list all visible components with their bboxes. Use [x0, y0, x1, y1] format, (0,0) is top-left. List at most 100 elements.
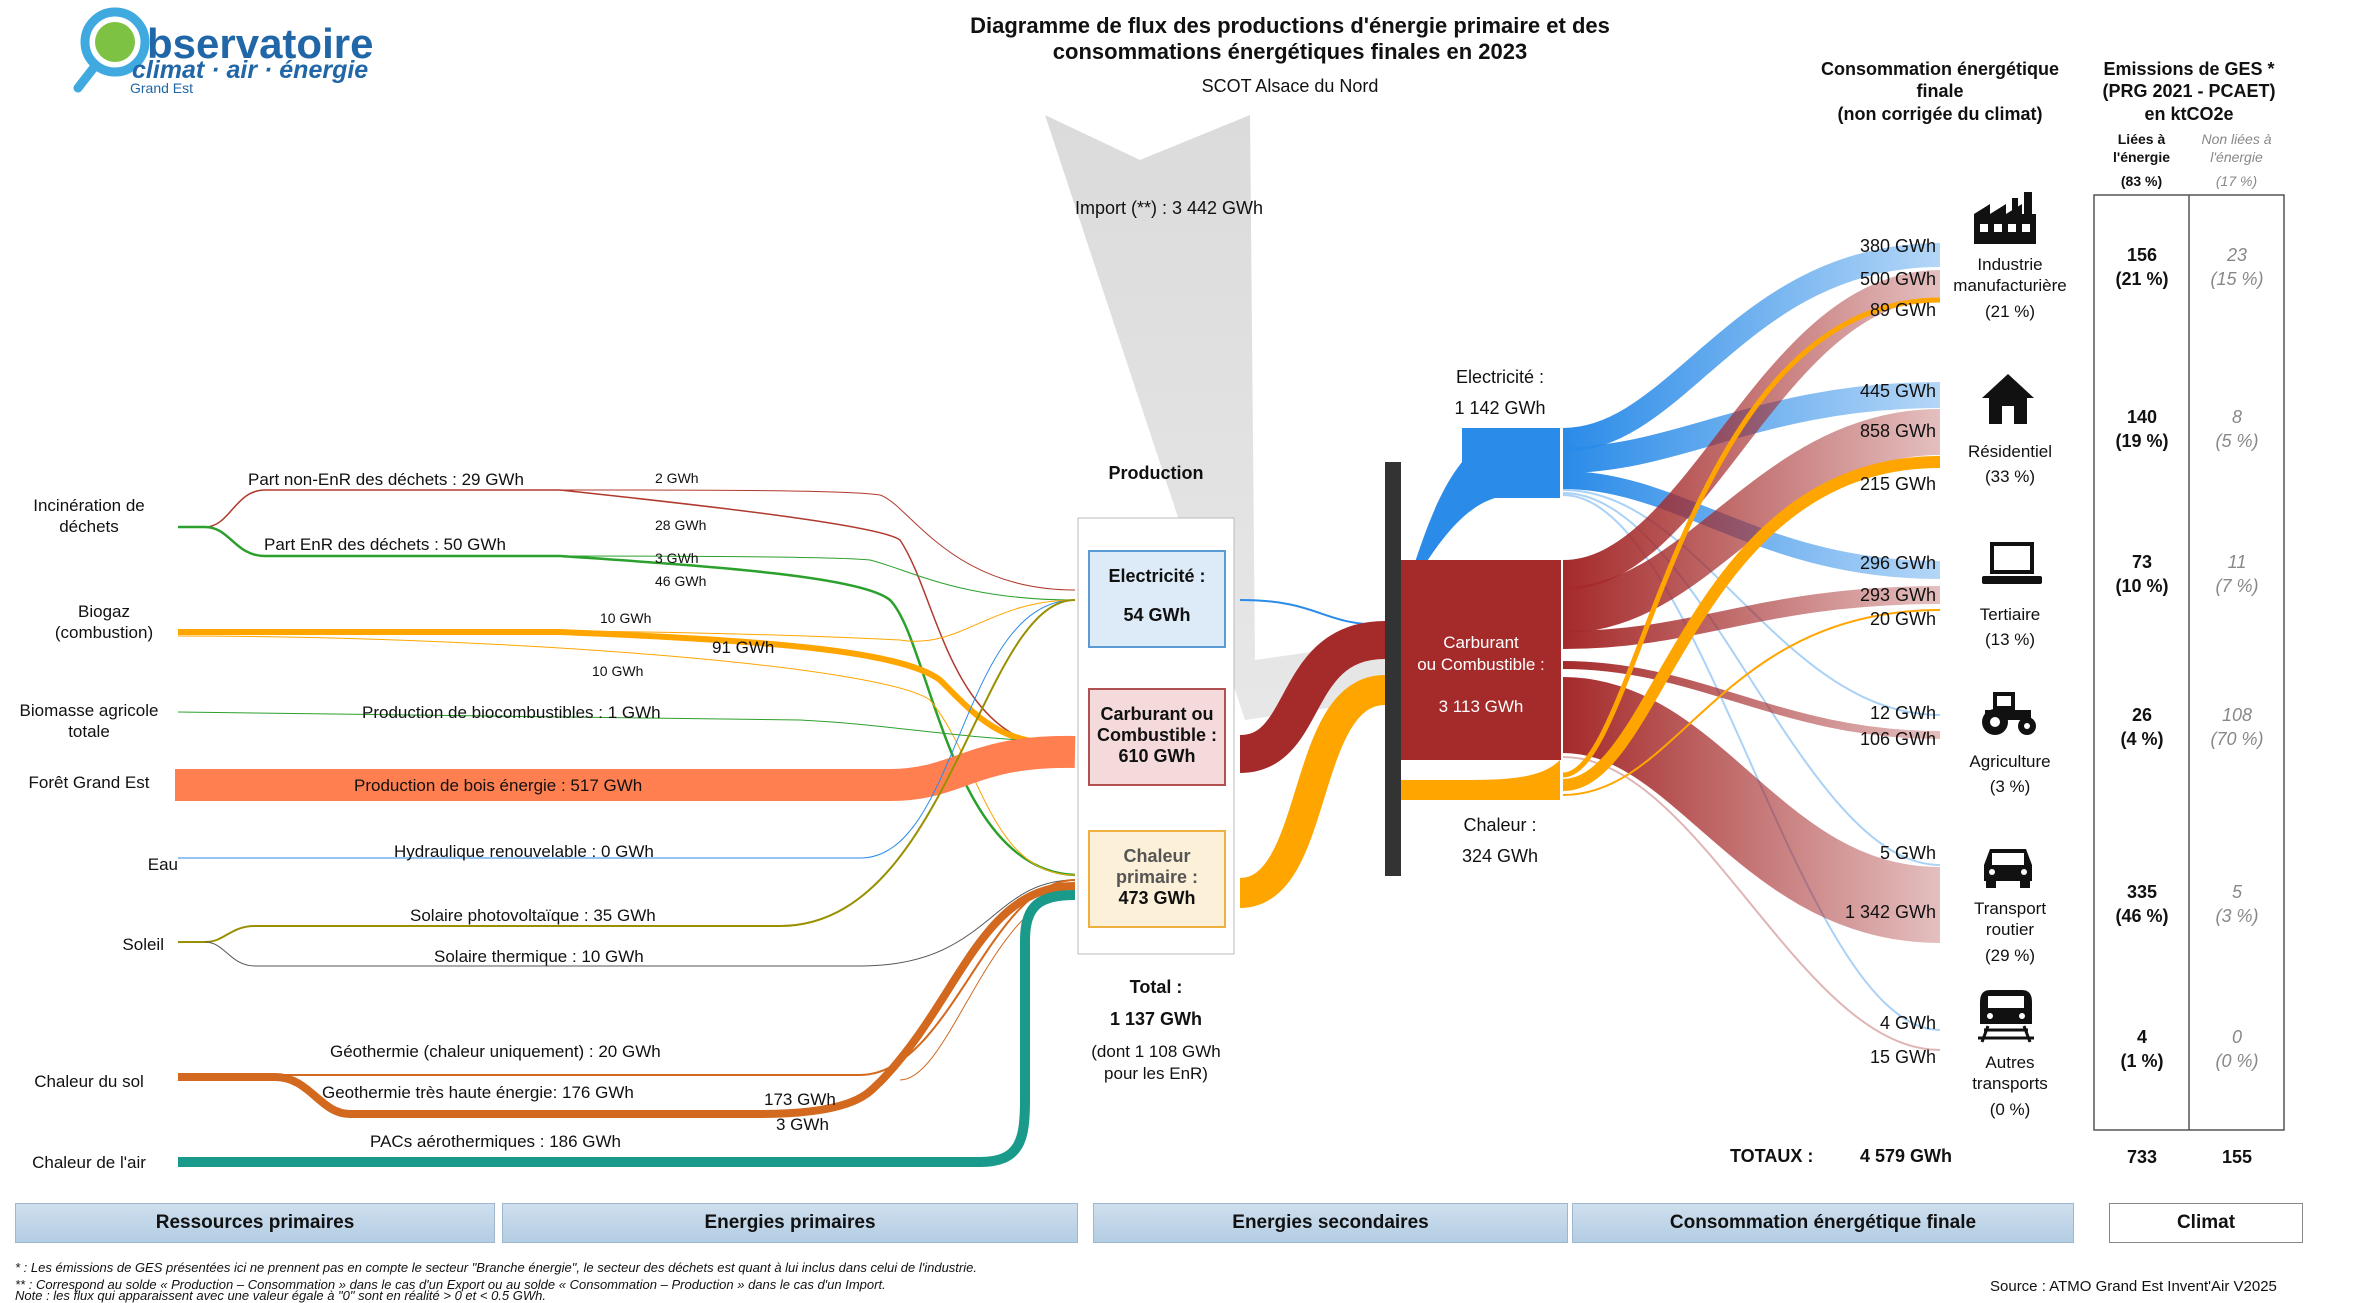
- nges-residentiel: 8 (5 %): [2215, 407, 2259, 451]
- flow-carb-agri: [1562, 661, 1941, 739]
- band-climat: Climat: [2109, 1203, 2303, 1243]
- flow-biogaz-a: [177, 599, 1076, 642]
- ges-header-l2: (PRG 2021 - PCAET): [2102, 81, 2276, 101]
- band-ressources: Ressources primaires: [15, 1203, 495, 1243]
- label-pac: PACs aérothermiques : 186 GWh: [370, 1132, 622, 1151]
- autres-carb: 15 GWh: [1869, 1047, 1936, 1067]
- production-chal-l3: 473 GWh: [1118, 888, 1196, 908]
- car-icon: [1984, 849, 2032, 888]
- flow-prod-carb: [1238, 621, 1387, 773]
- source-incineration: Incinération de déchets: [33, 496, 145, 536]
- secondary-elec-l1: Electricité :: [1455, 367, 1545, 387]
- band-energies-secondaires: Energies secondaires: [1093, 1203, 1568, 1243]
- secondary-bar: [1385, 462, 1401, 876]
- label-v10a: 10 GWh: [600, 610, 652, 626]
- sector-transport-name: Transport routier: [1973, 899, 2047, 939]
- flow-elec-industrie: [1562, 243, 1941, 452]
- flow-dechets-nonenr-a: [559, 489, 1076, 591]
- label-geothermie: Géothermie (chaleur uniquement) : 20 GWh: [330, 1042, 661, 1061]
- production-carb-l2: Combustible :: [1097, 725, 1217, 745]
- flow-prod-elec: [1239, 599, 1386, 626]
- flow-carb-transport: [1561, 677, 1942, 943]
- sector-industrie-pct: (21 %): [1984, 302, 2036, 321]
- sector-industrie-name: Industrie manufacturière: [1953, 255, 2067, 295]
- production-header: Production: [1108, 463, 1204, 483]
- label-v10b: 10 GWh: [592, 663, 644, 679]
- ges-header-l3: en ktCO2e: [2144, 104, 2234, 124]
- nges-transport: 5 (3 %): [2215, 882, 2259, 926]
- ges-autres: 4 (1 %): [2120, 1027, 2164, 1071]
- flow-dechets-split: [178, 489, 560, 528]
- nges-agriculture: 108 (70 %): [2210, 705, 2264, 749]
- autres-elec: 4 GWh: [1879, 1013, 1936, 1033]
- production-elec-box: Electricité : 54 GWh: [1088, 550, 1226, 648]
- consumption-header-l1: Consommation énergétique: [1820, 59, 2060, 79]
- source-biomasse: Biomasse agricole totale: [19, 701, 159, 741]
- sector-agriculture-pct: (3 %): [1989, 777, 2031, 796]
- secondary-elec-l2: 1 142 GWh: [1454, 398, 1546, 418]
- flow-pac: [178, 890, 1076, 1167]
- ges-liees-l3: (83 %): [2120, 173, 2163, 189]
- import-label: Import (**) : 3 442 GWh: [1075, 198, 1264, 218]
- secondary-carb-l3: 3 113 GWh: [1438, 697, 1524, 716]
- source-soleil: Soleil: [122, 935, 164, 954]
- totaux-value: 4 579 GWh: [1860, 1146, 1953, 1166]
- production-chal-l1: Chaleur: [1123, 846, 1191, 866]
- industrie-carb: 500 GWh: [1859, 269, 1936, 289]
- label-v3b: 3 GWh: [776, 1115, 829, 1134]
- secondary-carb-l1: Carburant: [1443, 633, 1519, 652]
- residentiel-chal: 215 GWh: [1859, 474, 1936, 494]
- sector-autres-pct: (0 %): [1989, 1100, 2031, 1119]
- production-total-enr-1: (dont 1 108 GWh: [1091, 1042, 1221, 1061]
- secondary-chal-l1: Chaleur :: [1463, 815, 1537, 835]
- band-energies-primaires: Energies primaires: [502, 1203, 1078, 1243]
- flow-dechets-enr-b: [559, 554, 1076, 877]
- flow-dechets-enr: [178, 525, 560, 558]
- train-icon: [1978, 990, 2034, 1043]
- production-carb-l1: Carburant ou: [1100, 704, 1214, 724]
- flow-bois: [175, 735, 1076, 801]
- industrie-elec: 380 GWh: [1859, 236, 1936, 256]
- ges-liees-l2: l'énergie: [2112, 149, 2171, 165]
- sector-residentiel-name: Résidentiel: [1967, 442, 2053, 461]
- sector-agriculture-name: Agriculture: [1969, 752, 2051, 771]
- flow-biogaz-main: [178, 629, 1076, 748]
- production-total-value: 1 137 GWh: [1109, 1009, 1203, 1029]
- house-icon: [1982, 374, 2034, 424]
- transport-elec: 5 GWh: [1879, 843, 1936, 863]
- tertiaire-carb: 293 GWh: [1859, 585, 1936, 605]
- label-solaire-thermique: Solaire thermique : 10 GWh: [434, 947, 644, 966]
- logo-word2: climat · air · énergie: [132, 56, 369, 84]
- sector-tertiaire-name: Tertiaire: [1979, 605, 2041, 624]
- flow-chal-industrie: [1562, 297, 1941, 778]
- flow-geo-the-c: [899, 889, 1076, 1081]
- residentiel-elec: 445 GWh: [1859, 381, 1936, 401]
- nges-autres: 0 (0 %): [2215, 1027, 2259, 1071]
- source-chaleur-sol: Chaleur du sol: [34, 1072, 144, 1091]
- ges-nonliees-l2: l'énergie: [2210, 149, 2263, 165]
- source-text: Source : ATMO Grand Est Invent'Air V2025: [1990, 1278, 2277, 1295]
- production-carb-l3: 610 GWh: [1118, 746, 1196, 766]
- secondary-chal-l2: 324 GWh: [1461, 846, 1539, 866]
- production-chal-l2: primaire :: [1115, 867, 1199, 887]
- label-enr-dechets: Part EnR des déchets : 50 GWh: [264, 535, 506, 554]
- nges-total: 155: [2221, 1147, 2253, 1167]
- elec-secondary-block: [1462, 428, 1560, 498]
- secondary-carb-l2: ou Combustible :: [1417, 655, 1545, 674]
- factory-icon: [1974, 192, 2036, 244]
- import-flow: [1045, 115, 1395, 720]
- label-v28: 28 GWh: [655, 517, 707, 533]
- footnote-1: * : Les émissions de GES présentées ici …: [15, 1260, 977, 1275]
- ges-nonliees-l1: Non liées à: [2201, 131, 2272, 147]
- sector-tertiaire-pct: (13 %): [1984, 630, 2036, 649]
- flow-carb-residentiel: [1562, 409, 1941, 633]
- page-subtitle: SCOT Alsace du Nord: [1201, 76, 1379, 96]
- label-biocarburants: Production de biocombustibles : 1 GWh: [362, 703, 661, 722]
- source-foret: Forêt Grand Est: [28, 773, 150, 792]
- tractor-icon: [1982, 692, 2036, 735]
- transport-carb: 1 342 GWh: [1844, 902, 1936, 922]
- flow-elec-autres: [1562, 494, 1941, 1031]
- footnote-3: Note : les flux qui apparaissent avec un…: [15, 1288, 546, 1303]
- label-v3: 3 GWh: [655, 550, 699, 566]
- flow-geo-the: [178, 1073, 500, 1118]
